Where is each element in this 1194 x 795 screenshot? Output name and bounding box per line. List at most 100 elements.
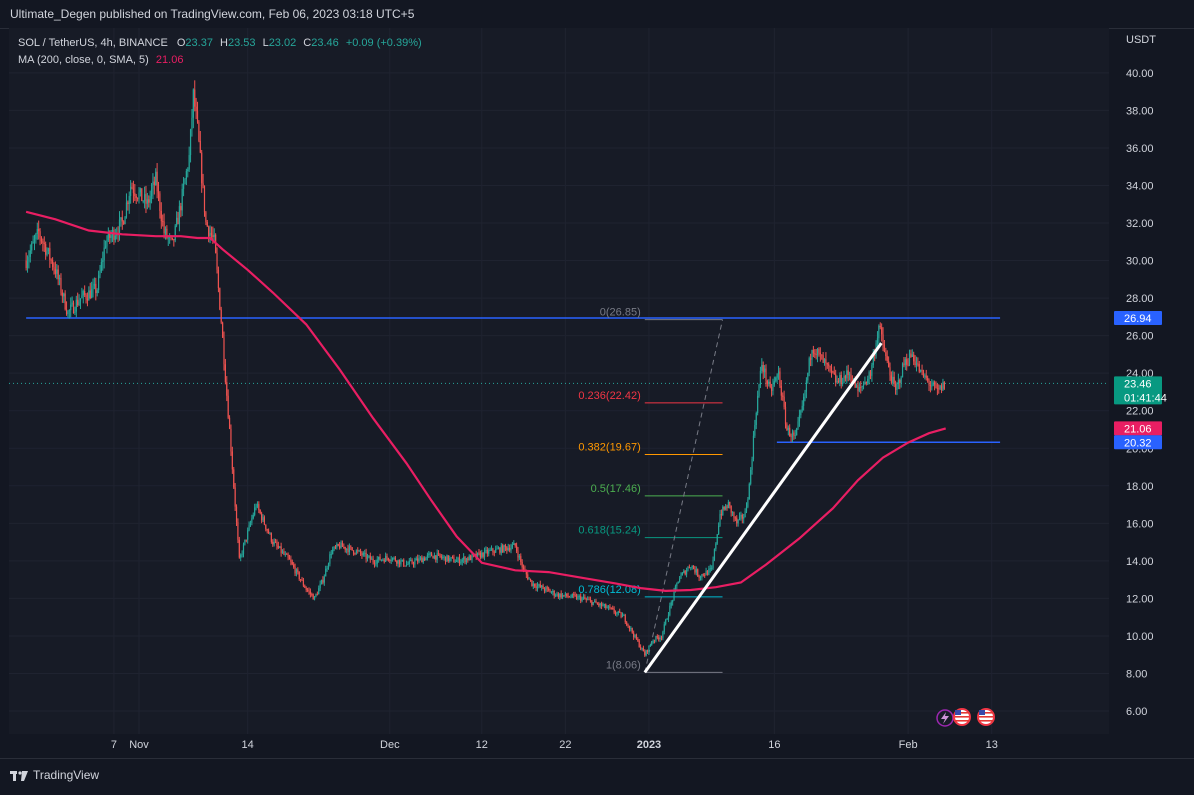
candle-body: [552, 590, 554, 593]
candle-body: [663, 624, 665, 632]
candle-body: [557, 593, 559, 598]
candle-body: [711, 567, 713, 569]
candle-body: [88, 290, 90, 301]
candle-body: [160, 210, 162, 222]
candle-body: [259, 509, 261, 514]
chart-area[interactable]: [9, 28, 1109, 734]
price-tick-label: 36.00: [1126, 143, 1154, 155]
candle-body: [584, 597, 586, 599]
time-tick-label: 7: [111, 739, 117, 751]
candle-body: [736, 517, 738, 524]
candle-body: [394, 557, 396, 561]
candle-body: [655, 636, 657, 641]
candle-body: [752, 435, 755, 460]
candle-body: [854, 378, 856, 388]
candle-body: [729, 501, 731, 506]
candle-body: [343, 546, 345, 548]
candle-body: [102, 260, 104, 262]
candle-body: [869, 372, 872, 376]
candle-body: [542, 585, 544, 589]
candle-body: [901, 363, 904, 378]
candle-body: [787, 427, 789, 431]
candle-body: [227, 395, 229, 418]
candle-body: [776, 374, 778, 378]
candle-body: [389, 560, 391, 561]
candle-body: [816, 349, 819, 355]
event-icons: [936, 708, 995, 727]
ma-legend-row: MA (200, close, 0, SMA, 5) 21.06: [18, 52, 422, 69]
candle-body: [865, 381, 867, 384]
candle-body: [95, 283, 97, 294]
candle-body: [486, 549, 488, 554]
candle-body: [65, 309, 68, 315]
candle-body: [794, 435, 796, 437]
candle-body: [449, 558, 451, 561]
candle-body: [263, 517, 265, 525]
candle-body: [606, 607, 608, 609]
candle-body: [323, 576, 325, 583]
candle-body: [386, 555, 388, 559]
candle-body: [446, 555, 448, 562]
candle-body: [283, 551, 285, 555]
candle-body: [463, 557, 465, 560]
candle-body: [528, 578, 530, 580]
candle-body: [234, 487, 236, 507]
high-label: H: [220, 37, 228, 49]
candle-body: [882, 334, 884, 345]
candle-body: [709, 568, 711, 570]
level-badge-label: 26.94: [1124, 313, 1152, 325]
candle-body: [648, 645, 650, 653]
candle-body: [541, 585, 543, 588]
time-tick-label: 22: [559, 739, 571, 751]
candle-body: [293, 564, 295, 568]
candle-body: [210, 232, 213, 236]
candle-body: [522, 567, 525, 569]
candle-body: [351, 547, 353, 551]
high-value: 23.53: [227, 37, 256, 49]
candle-body: [876, 338, 879, 344]
candle-body: [400, 560, 402, 565]
candle-body: [36, 228, 38, 234]
candle-body: [468, 555, 470, 561]
candle-body: [131, 186, 133, 189]
candle-body: [879, 325, 881, 328]
us-flag-icon-stripe: [955, 712, 969, 714]
candle-body: [929, 384, 932, 386]
candle-body: [436, 553, 438, 560]
candle-body: [106, 240, 108, 247]
candle-body: [497, 547, 500, 549]
candle-body: [631, 628, 633, 633]
candle-body: [922, 370, 925, 377]
candle-body: [939, 385, 941, 389]
candle-body: [747, 499, 749, 507]
candle-body: [651, 643, 653, 645]
candle-body: [928, 380, 930, 385]
moving-average: [25, 210, 947, 593]
candle-body: [393, 557, 395, 559]
candle-body: [379, 556, 381, 561]
candle-body: [883, 344, 886, 353]
candle-body: [128, 196, 130, 205]
candle-body: [825, 359, 827, 364]
candle-body: [702, 574, 704, 576]
candle-body: [567, 596, 569, 597]
candle-body: [45, 244, 47, 255]
candle-body: [421, 557, 423, 563]
candle-body: [745, 506, 748, 512]
candle-body: [382, 559, 384, 561]
candle-body: [759, 370, 762, 385]
candle-body: [858, 386, 860, 391]
candle-body: [644, 651, 646, 656]
candle-body: [546, 587, 548, 589]
candle-body: [823, 359, 826, 363]
candle-body: [525, 571, 527, 575]
candle-body: [734, 517, 736, 519]
candle-body: [665, 619, 667, 625]
tradingview-logo[interactable]: TradingView: [10, 768, 99, 782]
candle-body: [726, 506, 728, 509]
candle-body: [192, 89, 194, 118]
candle-body: [254, 507, 256, 515]
candle-body: [415, 558, 417, 561]
candle-body: [585, 598, 587, 600]
